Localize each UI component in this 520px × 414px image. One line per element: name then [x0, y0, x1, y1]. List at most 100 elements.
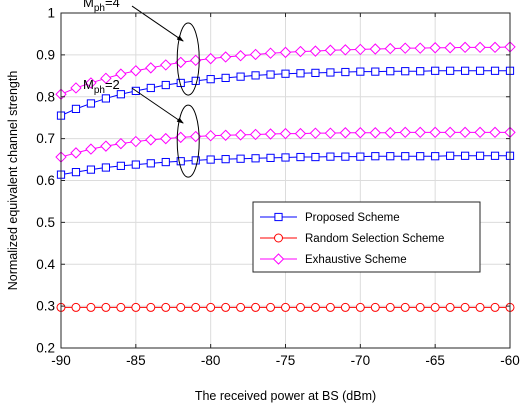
annotation-label-subscript: ph — [94, 85, 105, 96]
data-point — [130, 135, 142, 148]
legend-label: Random Selection Scheme — [305, 233, 444, 245]
data-point — [101, 302, 111, 312]
legend-item: Exhaustive Scheme — [260, 253, 407, 266]
data-point — [204, 52, 217, 65]
data-point — [489, 126, 501, 139]
data-point — [160, 59, 172, 71]
data-point — [251, 302, 261, 312]
legend-marker — [274, 212, 283, 222]
data-point — [384, 42, 396, 55]
data-point — [86, 302, 96, 312]
legend-item: Random Selection Scheme — [260, 233, 444, 245]
annotation-ellipse — [176, 104, 200, 178]
data-point — [236, 154, 245, 163]
data-point — [459, 126, 471, 139]
data-point — [281, 153, 290, 162]
y-tick-label: 0.7 — [36, 131, 55, 146]
data-point — [71, 104, 81, 113]
data-point — [160, 132, 172, 145]
legend: Proposed Scheme Random Selection Scheme Ex… — [252, 201, 481, 273]
data-point — [145, 62, 157, 74]
data-point — [355, 302, 365, 312]
annotation-label: Mph=2 — [83, 77, 120, 96]
data-point — [281, 302, 290, 312]
data-point — [370, 302, 380, 312]
data-point — [401, 67, 410, 76]
data-point — [130, 65, 142, 77]
data-point — [294, 45, 307, 58]
legend-item: Proposed Scheme — [260, 212, 400, 224]
data-point — [146, 159, 155, 168]
data-point — [340, 302, 350, 312]
data-point — [475, 302, 485, 312]
data-point — [86, 99, 96, 108]
data-point — [384, 127, 396, 139]
data-point — [310, 302, 320, 312]
data-point — [429, 126, 441, 139]
data-point — [191, 302, 201, 312]
series — [55, 41, 516, 100]
legend-label: Exhaustive Scheme — [305, 254, 407, 266]
data-point — [115, 68, 127, 80]
data-point — [100, 140, 112, 152]
data-point — [296, 69, 305, 78]
data-point — [371, 67, 380, 76]
data-point — [234, 129, 247, 141]
data-point — [85, 143, 97, 155]
data-point — [489, 41, 501, 54]
data-point — [206, 75, 215, 84]
data-point — [266, 70, 275, 79]
data-point — [399, 42, 411, 54]
y-tick-label: 0.9 — [36, 47, 55, 62]
data-point — [219, 51, 232, 63]
annotation-label: Mph=4 — [83, 0, 120, 14]
data-point — [431, 66, 440, 75]
data-point — [266, 153, 275, 162]
data-point — [71, 302, 81, 312]
data-point — [414, 42, 426, 54]
annotation-layer: Mph=4 Mph=2 — [83, 0, 200, 178]
annotation-label-subscript: ph — [94, 3, 105, 14]
data-point — [461, 151, 470, 160]
data-point — [414, 126, 426, 139]
data-point — [324, 127, 337, 139]
data-point — [251, 71, 260, 80]
y-tick-label: 1 — [47, 6, 55, 21]
data-point — [309, 127, 322, 139]
data-point — [234, 50, 247, 62]
data-point — [146, 83, 155, 93]
data-point — [444, 126, 456, 139]
data-point — [131, 302, 141, 312]
data-point — [490, 151, 500, 160]
x-tick-label: -80 — [201, 353, 221, 368]
data-point — [311, 68, 320, 77]
data-point — [445, 302, 455, 312]
data-point — [324, 44, 337, 56]
y-tick-label: 0.8 — [36, 89, 55, 104]
data-point — [70, 82, 82, 94]
data-point — [356, 67, 365, 76]
data-point — [295, 302, 305, 312]
data-point — [249, 128, 262, 141]
data-point — [85, 77, 97, 89]
data-point — [339, 127, 352, 139]
axis-ticks: -90 -85 -80 -75 -70 -65 -60 0.2 0.3 0.4 0.5 0.6 0.7 0… — [36, 6, 520, 369]
y-tick-label: 0.3 — [36, 299, 55, 314]
data-point — [444, 42, 456, 54]
data-point — [249, 48, 262, 61]
data-point — [386, 152, 395, 161]
data-point — [400, 302, 410, 312]
data-point — [191, 156, 200, 165]
data-point — [70, 147, 82, 159]
data-point — [325, 302, 335, 312]
data-point — [221, 302, 231, 312]
x-tick-label: -65 — [425, 353, 445, 368]
legend-label: Proposed Scheme — [305, 212, 400, 224]
data-point — [221, 73, 230, 83]
data-point — [446, 66, 455, 75]
y-axis-title: Normalized equivalent channel strength — [6, 71, 20, 291]
data-point — [101, 163, 111, 172]
data-point — [415, 302, 425, 312]
data-point — [236, 72, 245, 81]
